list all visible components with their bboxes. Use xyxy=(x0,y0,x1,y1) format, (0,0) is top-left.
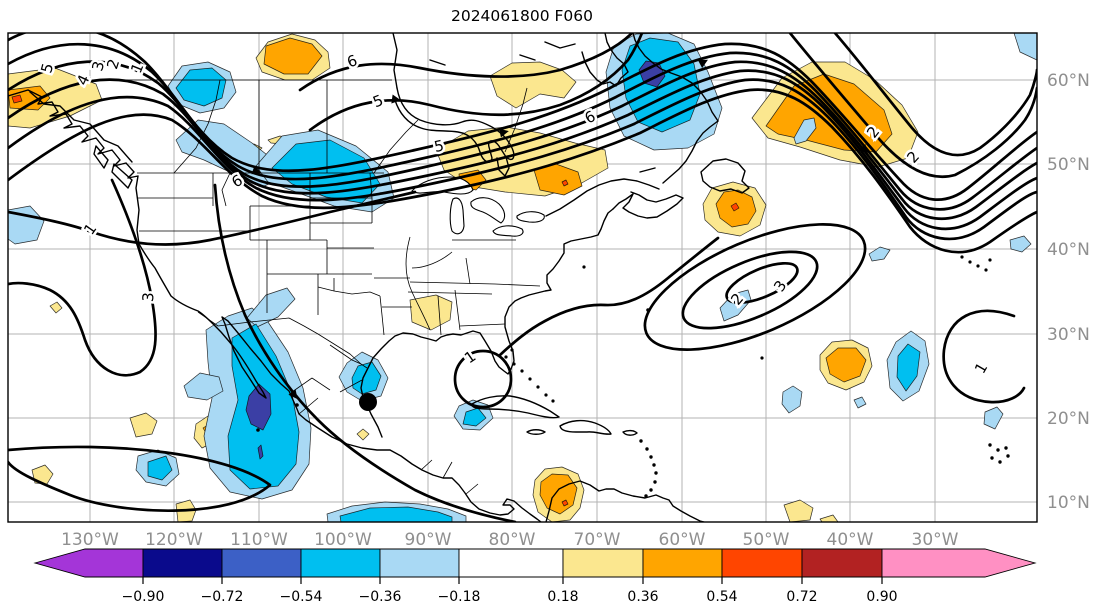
colorbar-tick-label: −0.36 xyxy=(359,589,402,605)
flow-arrowheads xyxy=(251,59,869,400)
colorbar-segment xyxy=(33,548,144,578)
lat-tick-label: 60°N xyxy=(1047,71,1090,91)
colorbar-tick-label: −0.72 xyxy=(201,589,244,605)
lon-tick-label: 130°W xyxy=(61,530,119,550)
lon-tick-label: 70°W xyxy=(574,530,621,550)
colorbar-segment xyxy=(221,548,302,578)
colorbar: −0.90 −0.72 −0.54 −0.36 −0.18 0.18 0.36 0.54 0.7… xyxy=(33,548,1037,605)
colorbar-segment xyxy=(721,548,803,578)
lon-tick-label: 110°W xyxy=(230,530,288,550)
marker-dot xyxy=(359,393,377,411)
contour-lines xyxy=(8,33,1037,522)
contour-label: 3 xyxy=(139,291,158,302)
colorbar-segment xyxy=(881,548,1037,578)
contour-label: 5 xyxy=(433,136,446,156)
colorbar-tick-label: −0.90 xyxy=(122,589,165,605)
lon-tick-label: 100°W xyxy=(314,530,372,550)
page-title: 2024061800 F060 xyxy=(451,7,593,25)
coastlines xyxy=(8,33,1010,522)
lat-tick-label: 20°N xyxy=(1047,409,1090,429)
contour-label: 1 xyxy=(971,359,991,376)
lon-tick-label: 80°W xyxy=(489,530,536,550)
colorbar-segment xyxy=(142,548,223,578)
lon-tick-label: 120°W xyxy=(145,530,203,550)
colorbar-tick-label: 0.36 xyxy=(627,589,658,605)
colorbar-segment xyxy=(562,548,644,578)
lon-tick-label: 30°W xyxy=(912,530,959,550)
colorbar-tick-label: 0.72 xyxy=(786,589,817,605)
lat-tick-label: 50°N xyxy=(1047,155,1090,175)
lon-tick-label: 50°W xyxy=(743,530,790,550)
colorbar-segment xyxy=(458,548,564,578)
colorbar-tick-label: −0.54 xyxy=(280,589,323,605)
lon-tick-label: 40°W xyxy=(827,530,874,550)
lat-axis-labels: 60°N 50°N 40°N 30°N 20°N 10°N xyxy=(1047,71,1090,513)
lon-tick-label: 90°W xyxy=(405,530,452,550)
colorbar-tick-label: 0.54 xyxy=(706,589,737,605)
lat-tick-label: 30°N xyxy=(1047,325,1090,345)
lat-tick-label: 40°N xyxy=(1047,240,1090,260)
lon-axis-labels: 130°W 120°W 110°W 100°W 90°W 80°W 70°W 60°W 50°W… xyxy=(61,530,959,550)
colorbar-tick-label: 0.18 xyxy=(547,589,578,605)
colorbar-segment xyxy=(642,548,723,578)
location-marker xyxy=(359,393,377,411)
colorbar-segment xyxy=(801,548,883,578)
lat-tick-label: 10°N xyxy=(1047,493,1090,513)
lon-tick-label: 60°W xyxy=(659,530,706,550)
colorbar-tick-label: −0.18 xyxy=(438,589,481,605)
colorbar-tick-label: 0.90 xyxy=(866,589,897,605)
colorbar-segment xyxy=(300,548,381,578)
contour-label: 1 xyxy=(461,347,479,367)
colorbar-segment xyxy=(379,548,460,578)
axes-border xyxy=(7,32,1038,523)
island-dots xyxy=(256,255,1010,498)
